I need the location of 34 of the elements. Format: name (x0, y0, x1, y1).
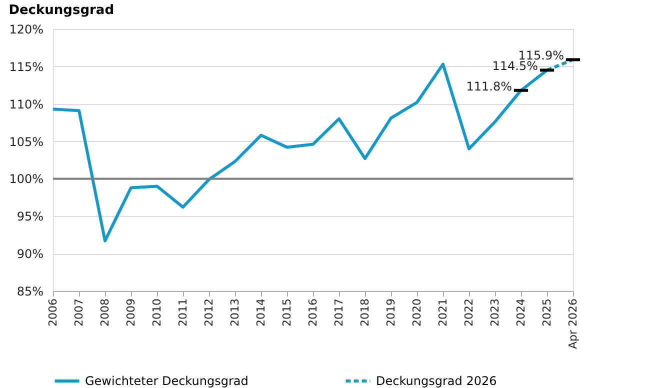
x-tick-label: 2009 (124, 298, 138, 326)
legend-label: Gewichteter Deckungsgrad (85, 374, 248, 388)
y-tick-label: 100% (9, 172, 44, 186)
x-tick-label: 2023 (488, 298, 502, 326)
x-tick-label: 2010 (150, 298, 164, 326)
annotation: 114.5% (492, 59, 538, 74)
y-tick-label: 90% (16, 247, 44, 262)
x-tick-label: 2025 (540, 298, 554, 326)
y-tick-label: 105% (9, 134, 44, 149)
x-tick-label: 2019 (384, 298, 398, 326)
x-tick-label: 2017 (332, 298, 346, 326)
x-tick-label: 2007 (72, 298, 86, 326)
x-tick-label: 2011 (176, 298, 190, 326)
chart-title: Deckungsgrad (8, 3, 114, 18)
x-tick-label: 2013 (228, 298, 242, 326)
x-tick-label: 2006 (46, 298, 60, 326)
legend-label: Deckungsgrad 2026 (376, 374, 497, 388)
x-tick-label: 2014 (254, 298, 268, 326)
x-tick-label: 2024 (514, 298, 528, 326)
x-tick-label: 2022 (462, 298, 476, 326)
x-tick-label: Apr 2026 (566, 298, 580, 350)
x-tick-label: 2016 (306, 298, 320, 326)
y-tick-label: 110% (9, 97, 44, 112)
y-tick-label: 85% (16, 284, 44, 298)
y-tick-label: 95% (16, 210, 44, 224)
annotation: 111.8% (466, 79, 512, 94)
x-tick-label: 2021 (436, 298, 450, 326)
y-tick-label: 120% (9, 22, 44, 36)
x-tick-label: 2020 (410, 298, 424, 326)
x-tick-label: 2012 (202, 298, 216, 326)
y-tick-label: 115% (9, 60, 44, 74)
x-tick-label: 2015 (280, 298, 294, 326)
x-tick-label: 2008 (98, 298, 112, 326)
x-tick-label: 2018 (358, 298, 372, 326)
